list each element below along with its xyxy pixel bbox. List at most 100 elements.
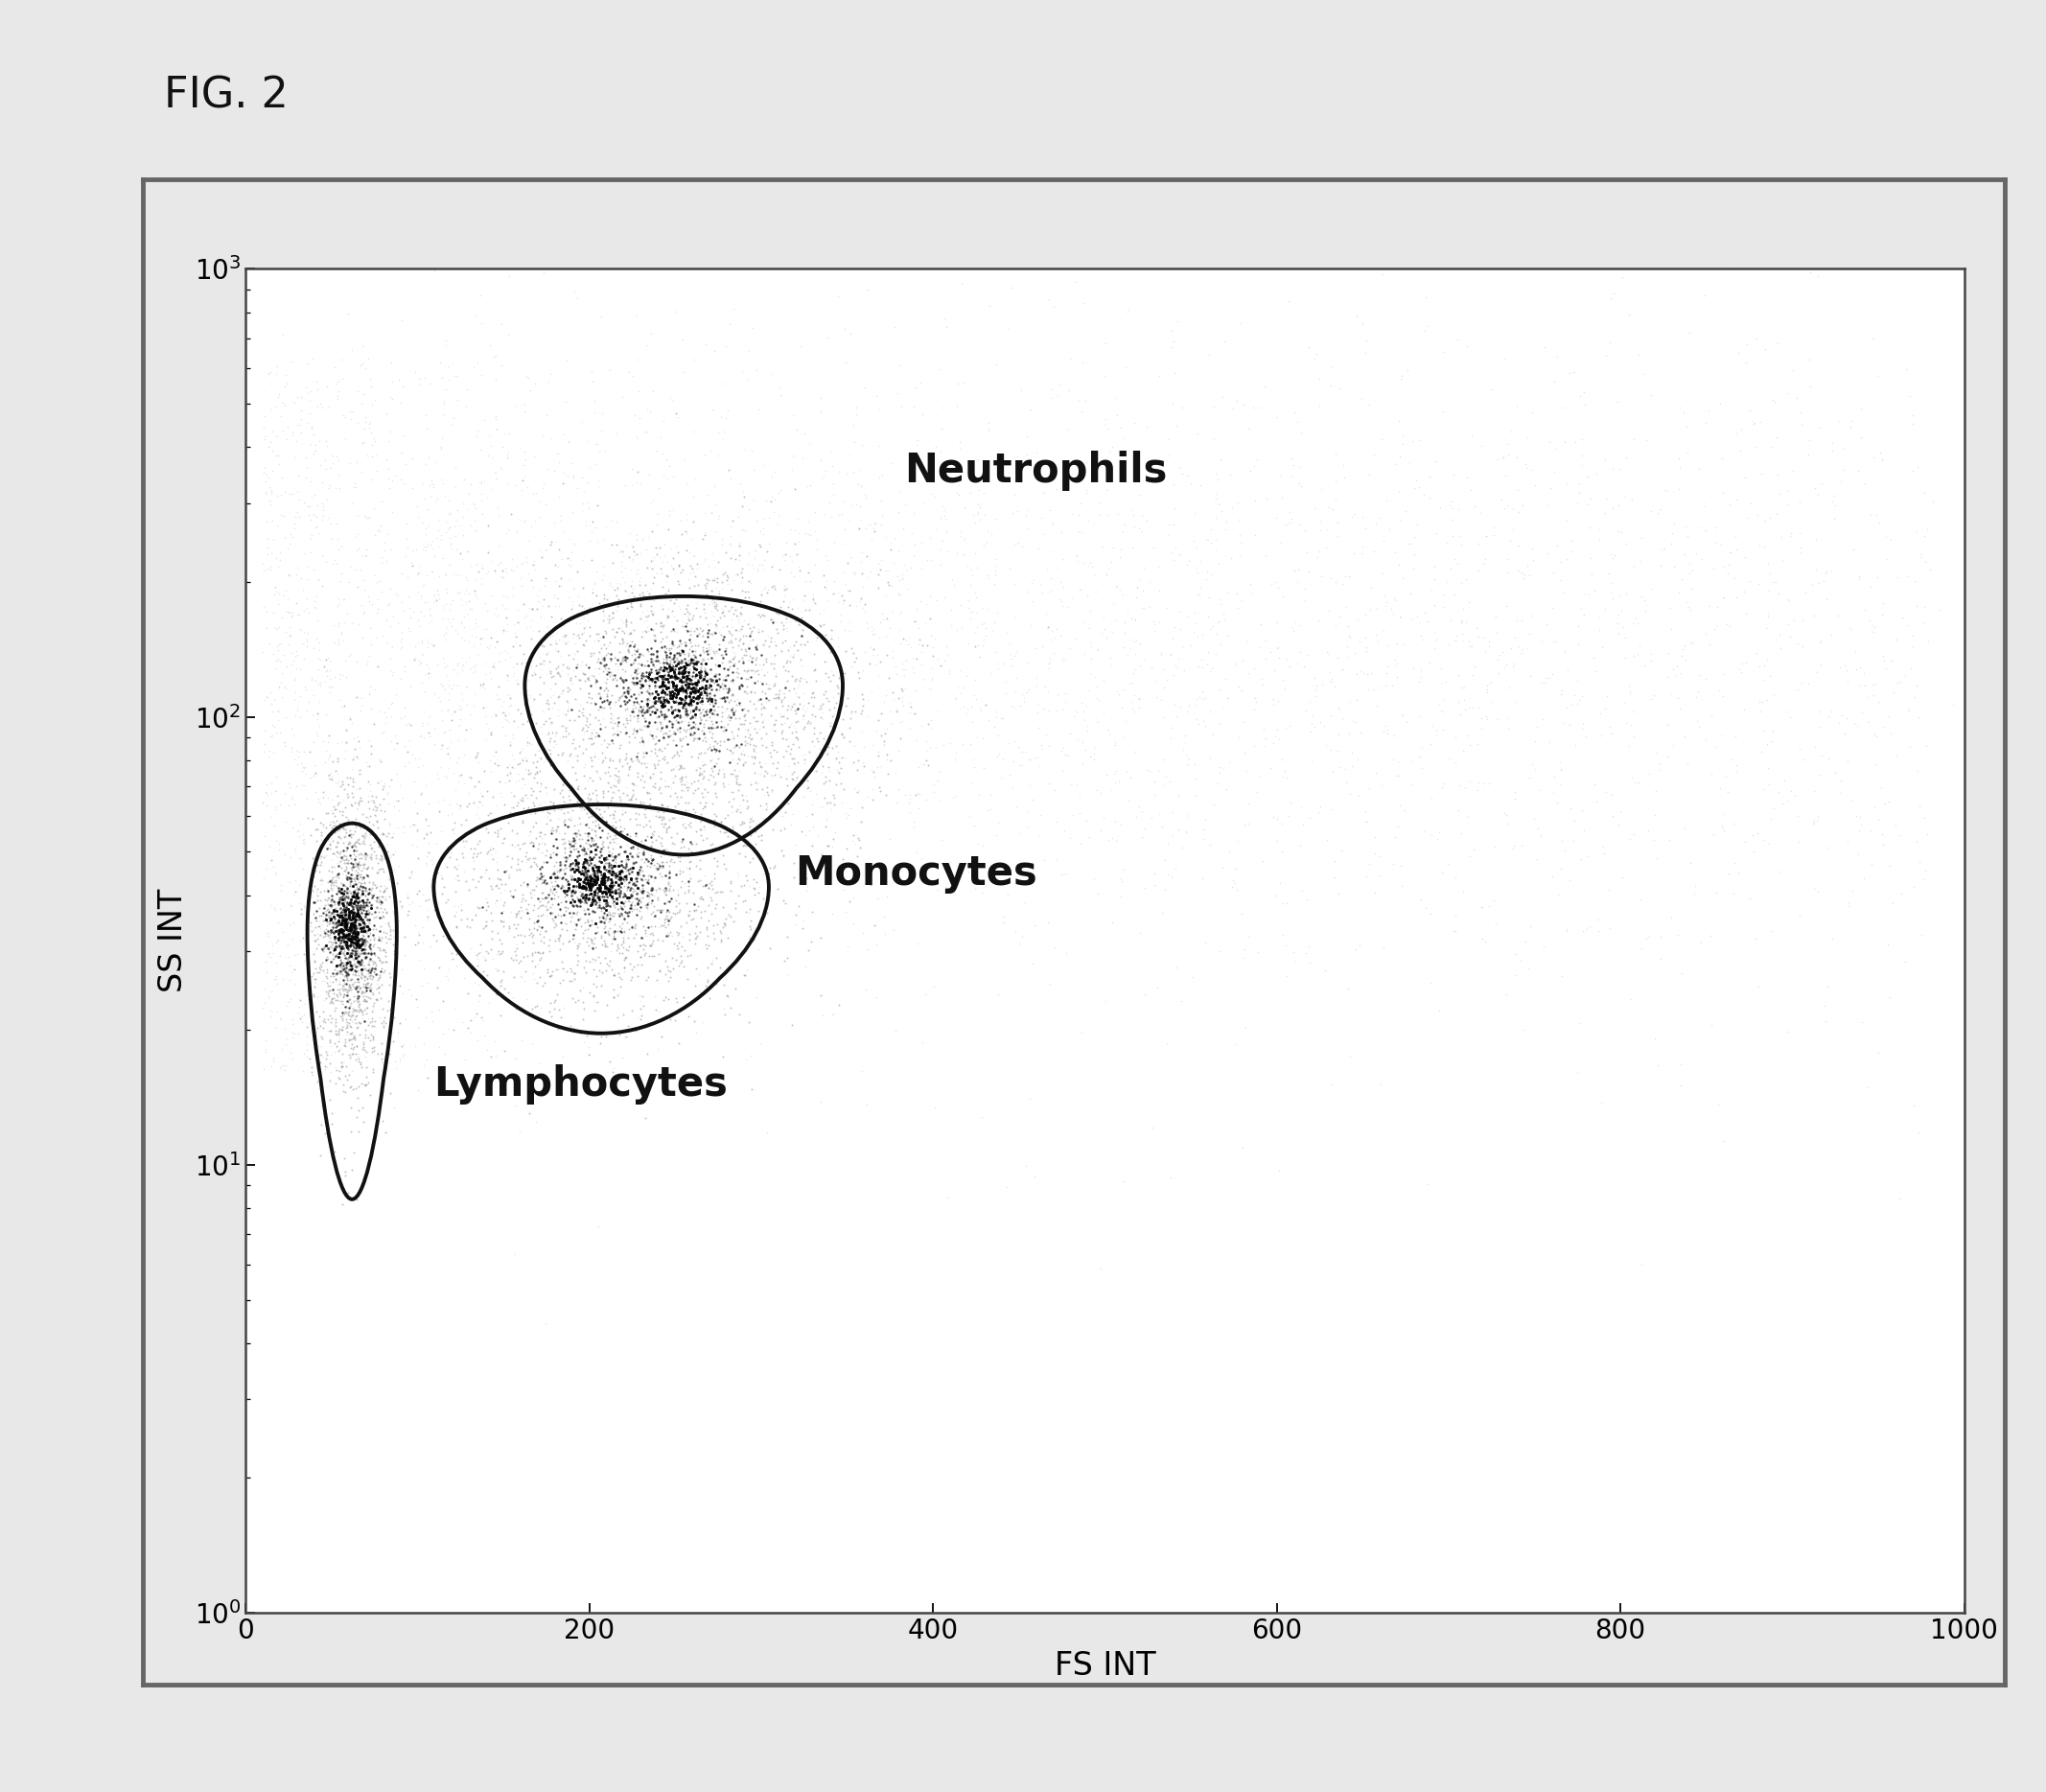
Point [591,729,624,758]
Point [714,681,747,710]
Point [1561,489,1594,518]
Point [769,607,802,636]
Point [438,819,471,848]
Point [260,778,293,806]
Point [315,934,348,962]
Point [1109,607,1142,636]
Point [798,516,831,545]
Point [581,654,614,683]
Point [1747,717,1780,745]
Point [542,695,575,724]
Point [323,937,356,966]
Point [344,996,376,1025]
Point [1721,339,1753,367]
Point [1831,704,1864,733]
Point [579,835,612,864]
Point [1213,174,1246,202]
Point [575,844,608,873]
Point [319,806,352,835]
Point [313,473,346,502]
Point [822,633,855,661]
Point [1680,683,1713,711]
Point [544,935,577,964]
Point [559,812,591,840]
Point [577,568,610,597]
Point [669,853,702,882]
Point [340,914,372,943]
Point [724,593,757,622]
Point [503,871,536,900]
Point [831,898,863,926]
Point [538,874,571,903]
Point [769,573,802,602]
Point [624,686,657,715]
Point [628,731,661,760]
Point [1402,511,1434,539]
Point [559,846,591,874]
Point [1052,593,1084,622]
Point [1805,650,1837,679]
Point [1158,690,1191,719]
Point [317,871,350,900]
Point [679,647,712,676]
Point [362,932,395,961]
Point [362,944,395,973]
Point [342,925,374,953]
Point [825,720,857,749]
Point [297,762,329,790]
Point [1760,625,1792,654]
Point [925,504,958,532]
Point [352,896,385,925]
Point [1721,582,1753,611]
Point [1109,618,1142,647]
Point [610,944,642,973]
Point [356,874,389,903]
Point [338,919,370,948]
Point [340,882,372,910]
Point [726,808,759,837]
Point [1348,808,1381,837]
Point [1183,547,1215,575]
Point [342,1041,374,1070]
Point [346,876,379,905]
Point [966,831,998,860]
Point [604,805,636,833]
Point [350,905,383,934]
Point [1856,611,1888,640]
Point [626,726,659,754]
Point [612,914,644,943]
Point [1091,760,1123,788]
Point [325,916,358,944]
Point [1453,627,1485,656]
Point [329,1032,362,1061]
Point [1052,376,1084,405]
Point [248,425,280,453]
Point [528,521,561,550]
Point [913,604,945,633]
Point [587,525,620,554]
Point [1048,643,1080,672]
Point [319,1020,352,1048]
Point [775,692,808,720]
Point [288,754,321,783]
Point [591,891,624,919]
Point [751,658,784,686]
Point [718,665,751,694]
Point [677,679,710,708]
Point [868,901,900,930]
Point [415,849,448,878]
Point [1383,762,1416,790]
Point [338,973,370,1002]
Point [679,674,712,702]
Point [567,987,599,1016]
Point [1719,849,1751,878]
Point [262,695,295,724]
Point [904,780,937,808]
Point [937,570,970,599]
Point [325,894,358,923]
Point [640,803,673,831]
Point [280,496,313,525]
Point [489,1038,522,1066]
Point [561,855,593,883]
Point [759,599,792,627]
